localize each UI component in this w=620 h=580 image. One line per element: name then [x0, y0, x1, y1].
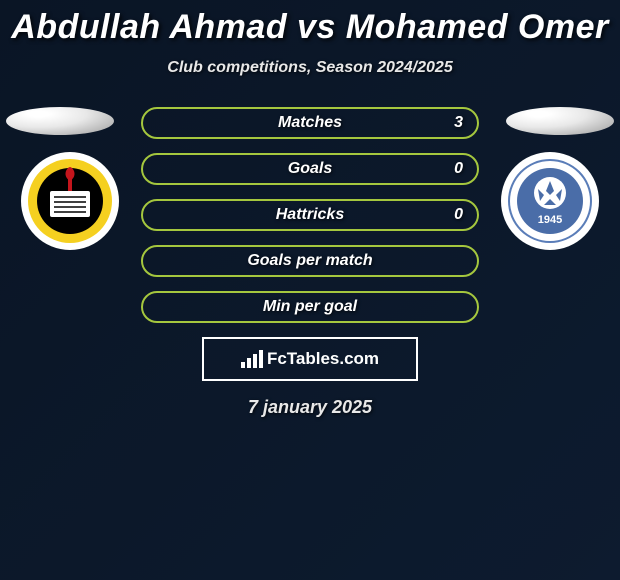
stat-row: Min per goal	[141, 291, 479, 323]
stat-row: Hattricks 0	[141, 199, 479, 231]
date-label: 7 january 2025	[0, 397, 620, 418]
subtitle: Club competitions, Season 2024/2025	[0, 59, 620, 77]
stat-row: Matches 3	[141, 107, 479, 139]
stat-label: Min per goal	[263, 298, 357, 316]
stat-value-right: 0	[454, 206, 463, 224]
club-badge-right: 1945	[500, 151, 600, 251]
page-title: Abdullah Ahmad vs Mohamed Omer	[0, 0, 620, 47]
watermark: FcTables.com	[202, 337, 418, 381]
stat-label: Hattricks	[276, 206, 344, 224]
stats-area: 1945 Matches 3 Goals 0 Hattricks 0 Goals per m…	[0, 107, 620, 418]
svg-text:1945: 1945	[538, 214, 562, 226]
stat-label: Matches	[278, 114, 342, 132]
stat-label: Goals per match	[247, 252, 372, 270]
stat-value-right: 3	[454, 114, 463, 132]
player-avatar-right	[506, 107, 614, 135]
stat-value-right: 0	[454, 160, 463, 178]
stat-label: Goals	[288, 160, 332, 178]
club-badge-left	[20, 151, 120, 251]
stat-row: Goals per match	[141, 245, 479, 277]
chart-icon	[241, 350, 263, 368]
stat-row: Goals 0	[141, 153, 479, 185]
stat-rows: Matches 3 Goals 0 Hattricks 0 Goals per match M…	[141, 107, 479, 323]
player-avatar-left	[6, 107, 114, 135]
watermark-text: FcTables.com	[267, 349, 379, 369]
